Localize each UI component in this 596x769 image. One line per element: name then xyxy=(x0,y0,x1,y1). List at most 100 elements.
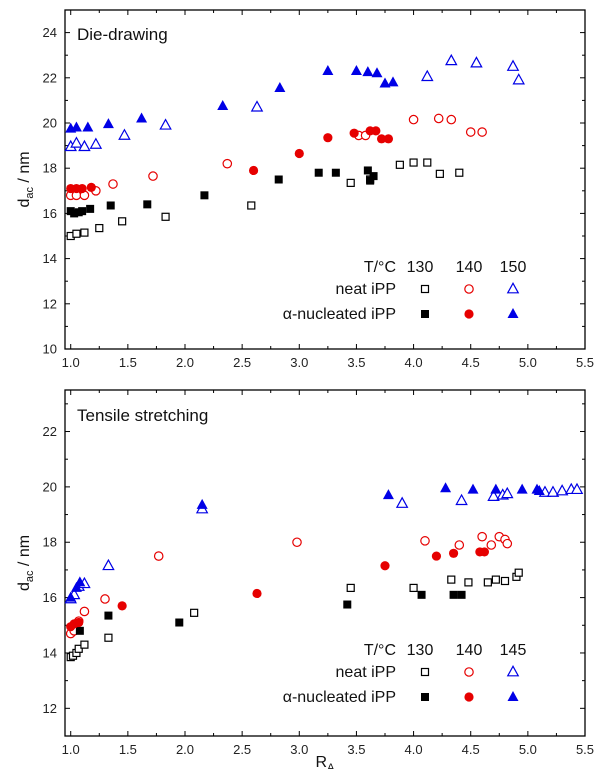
legend-header-unit: °C xyxy=(378,642,396,659)
data-point xyxy=(417,590,426,599)
data-point xyxy=(95,223,104,233)
data-point xyxy=(190,608,199,617)
data-point xyxy=(77,183,87,194)
x-tick-label: 3.5 xyxy=(347,355,365,370)
data-point xyxy=(433,113,444,124)
y-axis-title-subscript: ac xyxy=(24,570,36,582)
legend-header: T/°C xyxy=(364,259,396,276)
data-point xyxy=(161,212,170,221)
data-point xyxy=(102,118,114,129)
data-point xyxy=(274,81,286,92)
data-point xyxy=(369,172,378,181)
x-tick-label: 3.5 xyxy=(347,742,365,757)
series-nucleated-5 xyxy=(65,482,545,602)
data-point xyxy=(153,551,164,561)
data-point xyxy=(349,128,359,138)
data-point xyxy=(70,121,82,132)
y-tick-label: 16 xyxy=(43,590,57,605)
data-point xyxy=(382,489,394,500)
data-point xyxy=(387,76,399,87)
data-point xyxy=(362,66,374,77)
data-point xyxy=(350,65,362,76)
legend-marker xyxy=(464,284,474,294)
data-point xyxy=(383,134,394,144)
y-tick-label: 12 xyxy=(43,701,57,716)
data-point xyxy=(343,600,352,609)
data-point xyxy=(409,158,418,167)
x-tick-label: 3.0 xyxy=(290,355,308,370)
data-point xyxy=(483,578,492,587)
data-point xyxy=(533,485,545,496)
data-point xyxy=(490,483,502,494)
data-point xyxy=(470,56,483,68)
legend-row-label: neat iPP xyxy=(336,664,396,681)
data-point xyxy=(70,209,79,218)
y-tick-label: 12 xyxy=(43,296,57,311)
data-point xyxy=(143,200,152,209)
x-tick-label: 1.5 xyxy=(119,742,137,757)
data-point xyxy=(420,536,430,546)
plot-frame xyxy=(64,389,586,737)
series-nucleated-4 xyxy=(66,547,490,632)
legend-row-label: neat iPP xyxy=(336,281,396,298)
x-tick-label: 5.0 xyxy=(519,742,537,757)
data-point xyxy=(274,175,283,184)
chart-panel-1: 1.0 1.5 2.0 2.5 3.0 3.5 4.0 4.5 5.0 5.5 10 12 14 16 18… xyxy=(16,9,594,370)
data-point xyxy=(118,217,127,226)
data-point xyxy=(70,581,82,592)
data-point xyxy=(455,493,468,506)
data-point xyxy=(294,148,304,159)
legend-marker xyxy=(507,691,519,701)
series-neat-1 xyxy=(65,531,513,639)
legend-header-label: T/ xyxy=(364,642,379,659)
data-point xyxy=(446,114,457,125)
data-point xyxy=(455,168,464,177)
legend-temperature: 145 xyxy=(500,642,527,659)
data-point xyxy=(200,191,209,200)
data-point xyxy=(80,228,89,237)
panel-title: Die-drawing xyxy=(77,25,168,44)
y-tick-label: 10 xyxy=(43,342,57,357)
data-point xyxy=(89,137,103,149)
x-axis-title-subscript: A xyxy=(327,762,335,769)
data-point xyxy=(431,551,442,561)
y-tick-label: 22 xyxy=(43,424,57,439)
legend-marker xyxy=(420,667,430,677)
data-point xyxy=(395,160,404,169)
data-point xyxy=(136,112,148,123)
chart-panel-2: 1.0 1.5 2.0 2.5 3.0 3.5 4.0 4.5 5.0 5.5 12 14 16 18 20… xyxy=(16,389,594,769)
y-tick-label: 22 xyxy=(43,70,57,85)
data-point xyxy=(570,482,584,495)
legend-marker xyxy=(421,310,429,318)
x-tick-label: 4.0 xyxy=(405,742,423,757)
data-point xyxy=(371,67,383,78)
data-point xyxy=(479,547,490,557)
data-point xyxy=(78,139,91,152)
data-point xyxy=(491,575,500,584)
data-point xyxy=(79,606,90,617)
data-point xyxy=(75,626,84,635)
data-point xyxy=(435,169,444,178)
data-point xyxy=(380,561,390,571)
x-tick-label: 2.0 xyxy=(176,742,194,757)
y-tick-label: 16 xyxy=(43,206,57,221)
y-axis-title-main: d xyxy=(16,199,33,208)
y-tick-label: 18 xyxy=(43,161,57,176)
x-tick-label: 3.0 xyxy=(290,742,308,757)
data-point xyxy=(72,229,81,238)
y-tick-label: 20 xyxy=(43,116,57,131)
series-neat-2 xyxy=(64,53,525,152)
data-point xyxy=(65,591,77,602)
legend-temperature: 140 xyxy=(456,642,483,659)
y-tick-label: 14 xyxy=(43,251,57,266)
data-point xyxy=(500,576,510,586)
data-point xyxy=(104,611,113,620)
data-point xyxy=(117,601,127,611)
x-tick-label: 4.0 xyxy=(405,355,423,370)
y-tick-label: 18 xyxy=(43,535,57,550)
legend-marker xyxy=(506,282,520,294)
x-axis-title-main: R xyxy=(316,754,328,769)
data-point xyxy=(449,590,458,599)
x-tick-label: 4.5 xyxy=(462,742,480,757)
legend-row-label: α-nucleated iPP xyxy=(283,689,396,706)
